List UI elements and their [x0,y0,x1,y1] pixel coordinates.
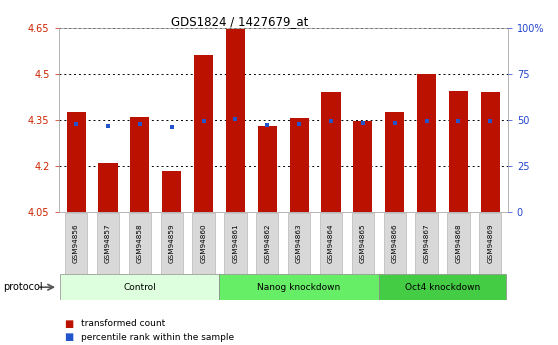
Text: ■: ■ [64,333,74,342]
Bar [449,91,468,212]
Bar [385,112,404,212]
Bar [162,171,181,212]
Bar [480,92,500,212]
FancyBboxPatch shape [60,274,219,300]
FancyBboxPatch shape [479,213,502,274]
FancyBboxPatch shape [352,213,374,274]
FancyBboxPatch shape [65,213,87,274]
Text: GDS1824 / 1427679_at: GDS1824 / 1427679_at [171,16,309,29]
Bar [98,163,118,212]
Text: GSM94858: GSM94858 [137,224,143,263]
Text: GSM94869: GSM94869 [487,224,493,263]
FancyBboxPatch shape [288,213,310,274]
Bar [353,121,372,212]
Bar [130,117,150,212]
Text: GSM94856: GSM94856 [73,224,79,263]
Text: GSM94865: GSM94865 [360,224,366,263]
FancyBboxPatch shape [224,213,247,274]
Text: GSM94866: GSM94866 [392,224,398,263]
Text: Oct4 knockdown: Oct4 knockdown [405,283,480,292]
Text: Control: Control [123,283,156,292]
Text: GSM94862: GSM94862 [264,224,270,263]
Text: percentile rank within the sample: percentile rank within the sample [81,333,234,342]
FancyBboxPatch shape [383,213,406,274]
Text: Nanog knockdown: Nanog knockdown [257,283,341,292]
Bar [417,74,436,212]
Bar [226,29,245,212]
FancyBboxPatch shape [320,213,342,274]
Text: GSM94860: GSM94860 [200,224,206,263]
FancyBboxPatch shape [219,274,379,300]
FancyBboxPatch shape [161,213,183,274]
Text: ■: ■ [64,319,74,328]
Text: GSM94857: GSM94857 [105,224,111,263]
Text: GSM94867: GSM94867 [424,224,430,263]
Text: protocol: protocol [3,282,42,292]
FancyBboxPatch shape [97,213,119,274]
FancyBboxPatch shape [193,213,215,274]
FancyBboxPatch shape [448,213,469,274]
Bar [66,112,86,212]
FancyBboxPatch shape [379,274,506,300]
Text: GSM94859: GSM94859 [169,224,175,263]
FancyBboxPatch shape [415,213,437,274]
Text: GSM94868: GSM94868 [455,224,461,263]
Bar [194,55,213,212]
FancyBboxPatch shape [256,213,278,274]
FancyBboxPatch shape [129,213,151,274]
Bar [321,92,340,212]
Bar [290,118,309,212]
Text: GSM94864: GSM94864 [328,224,334,263]
Text: GSM94861: GSM94861 [232,224,238,263]
Text: GSM94863: GSM94863 [296,224,302,263]
Text: transformed count: transformed count [81,319,165,328]
Bar [258,126,277,212]
